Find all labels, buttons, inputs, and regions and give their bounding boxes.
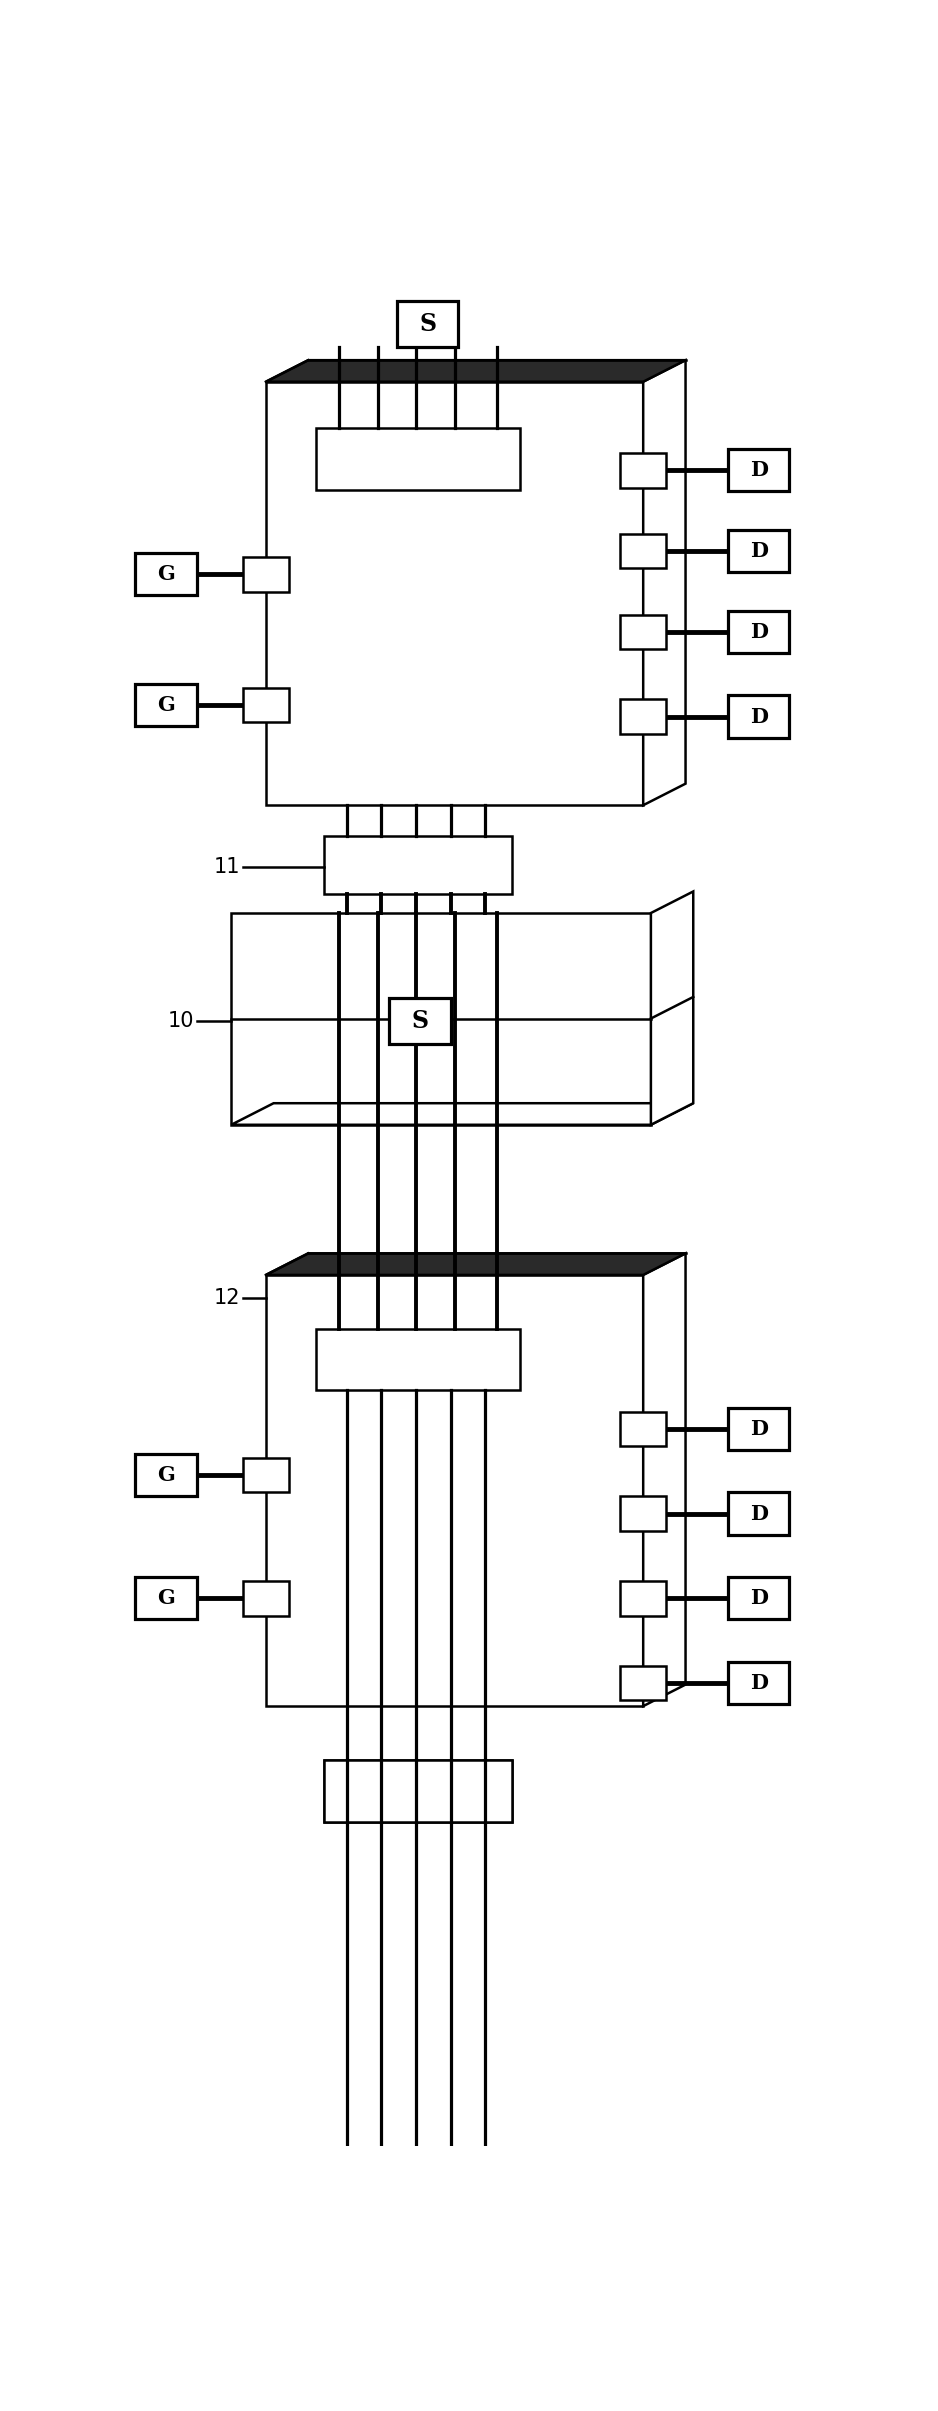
Text: D: D (749, 1504, 767, 1524)
Bar (728, 1661, 790, 1705)
Bar (316, 1328, 520, 1391)
Bar (265, 1275, 643, 1707)
Polygon shape (265, 359, 686, 381)
Bar (135, 1454, 197, 1497)
Text: G: G (157, 694, 174, 716)
Text: D: D (749, 1589, 767, 1608)
Text: 12: 12 (214, 1287, 241, 1309)
Bar (324, 1760, 512, 1823)
Bar (728, 610, 790, 653)
Bar (135, 685, 197, 726)
Text: D: D (749, 622, 767, 641)
Bar (620, 1582, 666, 1615)
Text: D: D (749, 706, 767, 726)
Bar (728, 1577, 790, 1620)
Bar (620, 1497, 666, 1531)
Text: S: S (419, 311, 436, 335)
Bar (243, 1459, 289, 1492)
Bar (620, 453, 666, 487)
Bar (728, 1492, 790, 1536)
Bar (243, 557, 289, 591)
Bar (728, 448, 790, 492)
Bar (728, 530, 790, 571)
Polygon shape (232, 1104, 693, 1126)
Bar (389, 998, 450, 1044)
Bar (397, 301, 459, 347)
Text: D: D (749, 540, 767, 562)
Text: S: S (412, 1008, 429, 1032)
Text: D: D (749, 1673, 767, 1693)
Bar (620, 699, 666, 733)
Polygon shape (651, 892, 693, 1126)
Text: D: D (749, 461, 767, 480)
Text: 10: 10 (168, 1010, 194, 1032)
Bar (620, 1410, 666, 1447)
Bar (728, 1408, 790, 1449)
Bar (620, 1666, 666, 1700)
Bar (620, 533, 666, 569)
Text: 11: 11 (214, 856, 241, 878)
Polygon shape (643, 1254, 686, 1707)
Bar (265, 381, 643, 805)
Bar (324, 1760, 512, 1823)
Bar (232, 914, 651, 1126)
Text: D: D (749, 1420, 767, 1439)
Bar (620, 615, 666, 649)
Text: G: G (157, 1589, 174, 1608)
Bar (135, 1577, 197, 1620)
Bar (243, 1582, 289, 1615)
Bar (316, 427, 520, 489)
Bar (324, 837, 512, 894)
Bar (243, 687, 289, 723)
Polygon shape (643, 359, 686, 805)
Polygon shape (265, 1254, 686, 1275)
Bar (135, 552, 197, 596)
Bar (728, 694, 790, 738)
Text: G: G (157, 1466, 174, 1485)
Text: G: G (157, 564, 174, 583)
